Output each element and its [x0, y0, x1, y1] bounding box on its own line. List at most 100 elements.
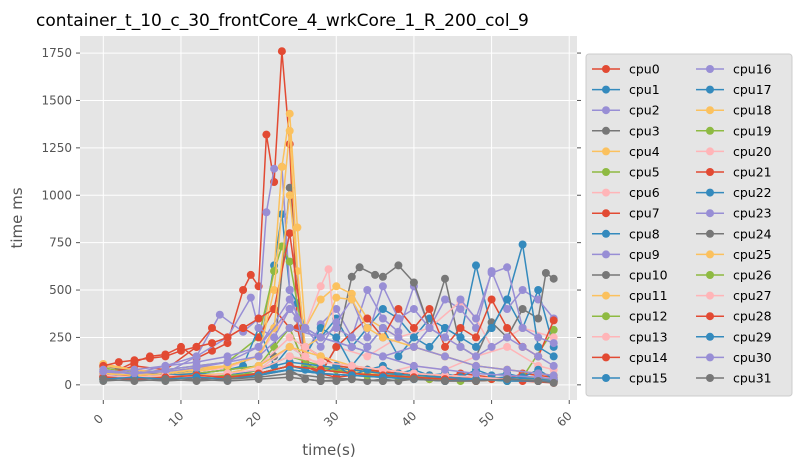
data-point-cpu8 — [441, 324, 449, 332]
data-point-cpu31 — [223, 375, 232, 384]
data-point-cpu11 — [285, 126, 294, 135]
legend-item-cpu1: cpu1 — [592, 82, 660, 97]
data-point-cpu14 — [177, 346, 185, 355]
legend-label: cpu26 — [733, 268, 772, 283]
data-point-cpu18 — [347, 295, 356, 304]
legend-item-cpu18: cpu18 — [696, 103, 772, 118]
series-line-cpu31 — [103, 372, 554, 384]
data-point-cpu23 — [472, 361, 480, 370]
data-point-cpu2 — [534, 295, 543, 304]
data-point-cpu31 — [472, 377, 480, 385]
legend-swatch-marker — [706, 65, 714, 73]
legend-item-cpu14: cpu14 — [592, 350, 668, 365]
legend-swatch-marker — [706, 147, 714, 156]
data-point-cpu0 — [239, 286, 248, 294]
data-point-cpu8 — [316, 324, 325, 332]
data-point-cpu16 — [518, 342, 527, 351]
legend-swatch-marker — [706, 250, 714, 259]
data-point-cpu9 — [378, 282, 387, 291]
data-point-cpu27 — [347, 361, 356, 370]
legend-swatch-marker — [602, 209, 610, 218]
data-point-cpu2 — [472, 324, 480, 332]
data-point-cpu30 — [285, 324, 294, 332]
data-point-cpu31 — [549, 378, 558, 387]
legend-item-cpu9: cpu9 — [592, 247, 660, 262]
legend-label: cpu28 — [733, 309, 772, 324]
legend-label: cpu21 — [733, 165, 772, 180]
data-point-cpu2 — [518, 286, 527, 294]
x-axis-label: time(s) — [302, 441, 355, 459]
data-point-cpu9 — [409, 305, 418, 313]
data-point-cpu30 — [161, 365, 170, 374]
data-point-cpu7 — [363, 314, 372, 323]
legend-swatch-marker — [602, 312, 610, 321]
y-tick-label: 0 — [64, 378, 72, 392]
legend-swatch-marker — [602, 291, 610, 300]
data-point-cpu11 — [270, 286, 279, 294]
data-point-cpu30 — [378, 352, 387, 361]
legend-item-cpu3: cpu3 — [592, 123, 660, 138]
legend-item-cpu2: cpu2 — [592, 103, 660, 118]
data-point-cpu16 — [549, 361, 558, 370]
data-point-cpu7 — [332, 342, 341, 351]
data-point-cpu7 — [549, 316, 558, 325]
data-point-cpu14 — [145, 354, 154, 363]
data-point-cpu31 — [503, 375, 512, 384]
legend-swatch-marker — [706, 229, 714, 238]
y-tick-label: 1000 — [41, 188, 72, 202]
data-point-cpu6 — [316, 282, 325, 291]
data-point-cpu9 — [534, 333, 543, 342]
data-point-cpu16 — [472, 352, 480, 361]
data-point-cpu2 — [332, 305, 341, 313]
data-point-cpu3 — [541, 269, 550, 277]
data-point-cpu10 — [363, 377, 372, 385]
y-tick-labels: 0 250 500 750 1000 1250 1500 1750 — [41, 46, 581, 392]
data-point-cpu8 — [456, 333, 465, 342]
x-tick-label: 60 — [554, 409, 575, 430]
data-point-cpu0 — [277, 47, 286, 56]
x-tick-labels: 0 10 20 30 40 50 60 — [91, 400, 575, 430]
data-point-cpu3 — [371, 270, 380, 279]
data-point-cpu12 — [363, 371, 372, 380]
x-tick-label: 50 — [476, 409, 497, 430]
legend-swatch-marker — [602, 65, 610, 73]
legend-label: cpu17 — [733, 82, 772, 97]
data-point-cpu2 — [503, 305, 512, 313]
data-point-cpu25 — [285, 342, 294, 351]
legend-label: cpu8 — [629, 226, 660, 241]
data-point-cpu14 — [192, 342, 201, 351]
data-point-cpu4 — [332, 282, 341, 291]
legend-label: cpu13 — [629, 329, 668, 344]
data-point-cpu31 — [192, 377, 201, 385]
data-point-cpu25 — [316, 352, 325, 361]
legend-swatch-marker — [706, 168, 714, 176]
legend-item-cpu29: cpu29 — [696, 329, 772, 344]
data-point-cpu7 — [254, 333, 263, 342]
legend-swatch-marker — [706, 85, 714, 94]
data-point-cpu5 — [285, 257, 294, 266]
legend-swatch-marker — [602, 85, 610, 94]
data-point-cpu16 — [425, 324, 434, 332]
data-point-cpu4 — [347, 289, 356, 298]
data-point-cpu3 — [285, 183, 294, 192]
legend-swatch-marker — [706, 312, 714, 321]
series-line-cpu30 — [103, 327, 554, 380]
data-point-cpu2 — [378, 314, 387, 323]
legend-item-cpu26: cpu26 — [696, 268, 772, 283]
x-tick-label: 0 — [91, 412, 106, 427]
data-point-cpu9 — [518, 324, 527, 332]
data-point-cpu4 — [277, 162, 286, 171]
data-point-cpu2 — [394, 327, 403, 336]
legend-item-cpu7: cpu7 — [592, 206, 660, 221]
data-point-cpu6 — [363, 352, 372, 361]
data-point-cpu0 — [262, 130, 271, 139]
data-point-cpu30 — [316, 333, 325, 342]
legend-label: cpu19 — [733, 123, 772, 138]
y-tick-label: 1250 — [41, 141, 72, 155]
legend-item-cpu11: cpu11 — [592, 288, 668, 303]
legend: cpu0 cpu1 cpu2 cpu3 cpu4 cpu5 cpu6 cpu7 cpu8 cpu9… — [585, 53, 793, 397]
legend-label: cpu4 — [629, 144, 660, 159]
data-point-cpu0 — [223, 339, 232, 348]
data-point-cpu9 — [192, 352, 201, 361]
legend-swatch-marker — [706, 209, 714, 218]
